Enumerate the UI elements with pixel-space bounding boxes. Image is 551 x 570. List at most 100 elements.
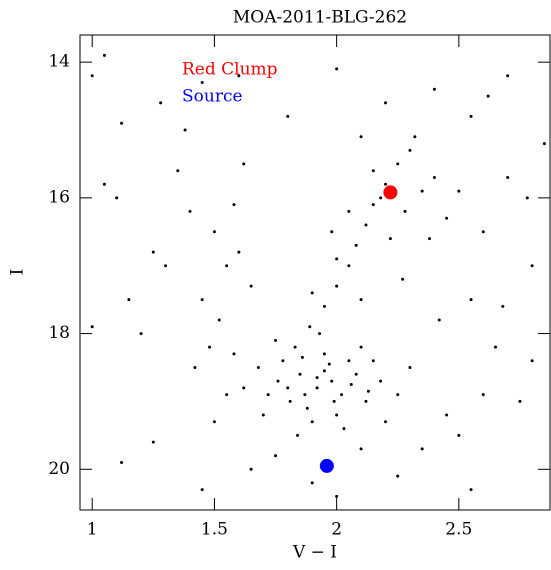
star-point	[315, 376, 319, 380]
star-point	[296, 433, 300, 437]
star-point	[457, 189, 461, 193]
star-point	[354, 372, 358, 376]
star-point	[445, 216, 449, 220]
star-point	[332, 399, 336, 403]
star-point	[384, 420, 388, 424]
star-point	[364, 399, 368, 403]
star-point	[249, 284, 253, 288]
y-axis-label: I	[8, 269, 28, 276]
star-point	[493, 345, 497, 349]
star-point	[359, 345, 363, 349]
star-point	[225, 264, 229, 268]
star-point	[293, 345, 297, 349]
star-point	[469, 298, 473, 302]
star-point	[335, 67, 339, 71]
star-point	[364, 223, 368, 227]
star-point	[469, 114, 473, 118]
star-point	[347, 359, 351, 363]
star-point	[256, 366, 260, 369]
star-point	[274, 338, 278, 342]
star-point	[347, 209, 351, 213]
star-point	[286, 114, 290, 118]
star-point	[335, 494, 339, 498]
star-point	[102, 182, 106, 186]
star-point	[347, 264, 351, 268]
star-point	[151, 440, 155, 444]
x-tick-label: 1.5	[201, 520, 228, 540]
y-tick-label: 16	[48, 187, 70, 207]
legend-entry: Red Clump	[182, 60, 278, 80]
star-point	[481, 393, 485, 397]
star-point	[396, 393, 400, 397]
star-point	[308, 325, 312, 329]
star-point	[318, 332, 322, 336]
x-tick-label: 1	[87, 520, 98, 540]
star-point	[322, 304, 326, 308]
star-point	[300, 355, 304, 359]
star-point	[359, 447, 363, 451]
star-point	[359, 135, 363, 139]
star-point	[242, 386, 246, 390]
star-point	[506, 74, 510, 78]
star-point	[200, 81, 204, 84]
star-point	[371, 169, 375, 173]
star-point	[249, 467, 253, 471]
star-point	[237, 250, 241, 254]
star-point	[310, 420, 314, 424]
star-point	[288, 399, 292, 403]
star-point	[310, 481, 314, 485]
star-point	[159, 101, 163, 105]
star-point	[315, 386, 319, 390]
star-point	[401, 277, 405, 281]
star-point	[322, 369, 326, 373]
star-point	[237, 74, 241, 78]
y-tick-label: 14	[48, 52, 70, 72]
star-point	[481, 230, 485, 234]
star-point	[200, 298, 204, 302]
star-point	[525, 196, 529, 200]
star-point	[303, 393, 307, 397]
star-point	[90, 325, 94, 329]
star-point	[327, 362, 331, 366]
star-point	[379, 379, 383, 383]
star-point	[384, 182, 388, 186]
star-point	[349, 382, 353, 386]
star-point	[335, 284, 339, 288]
star-point	[486, 94, 490, 98]
star-point	[359, 298, 363, 302]
star-point	[457, 433, 461, 437]
star-point	[120, 461, 124, 464]
star-point	[432, 176, 436, 179]
star-point	[212, 230, 216, 234]
star-point	[286, 386, 290, 390]
star-point	[506, 176, 510, 179]
highlight-point	[319, 458, 334, 473]
star-point	[322, 352, 326, 356]
star-point	[342, 427, 346, 431]
star-point	[413, 135, 417, 139]
star-point	[379, 196, 383, 200]
star-point	[445, 413, 449, 417]
star-point	[276, 379, 280, 383]
star-point	[208, 345, 212, 349]
y-tick-label: 20	[48, 459, 70, 479]
star-point	[127, 298, 131, 302]
star-point	[530, 359, 534, 363]
star-point	[266, 393, 270, 397]
star-point	[298, 372, 302, 376]
chart-title: MOA-2011-BLG-262	[233, 8, 407, 28]
star-point	[396, 162, 400, 166]
star-point	[120, 121, 124, 125]
y-tick-label: 18	[48, 323, 70, 343]
star-point	[102, 53, 106, 57]
star-point	[340, 393, 344, 397]
star-point	[183, 128, 187, 132]
star-point	[281, 359, 285, 363]
star-point	[469, 488, 473, 492]
star-point	[217, 318, 221, 322]
star-point	[437, 318, 441, 322]
star-point	[518, 399, 522, 403]
star-point	[274, 454, 278, 458]
